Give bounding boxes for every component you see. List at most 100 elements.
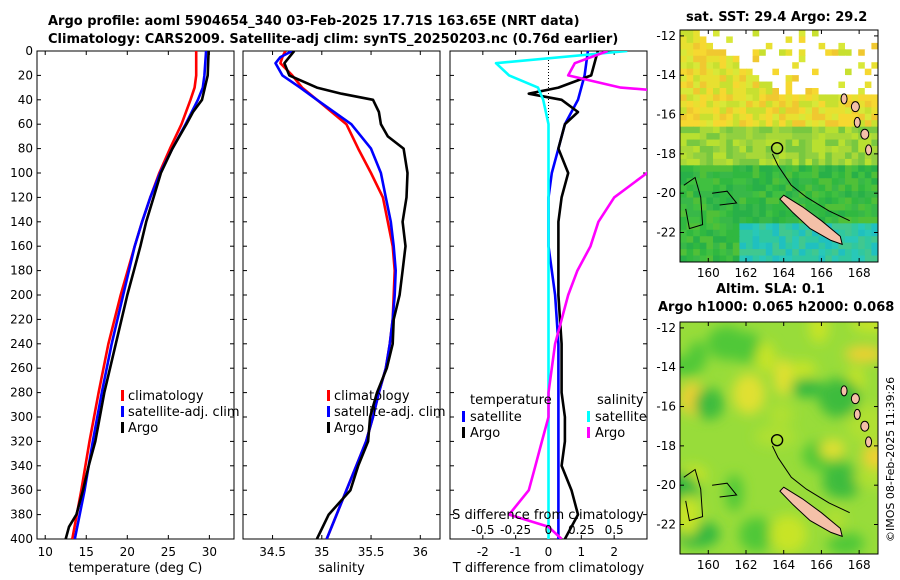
sst-cell — [798, 171, 806, 179]
sst-cell — [719, 223, 727, 231]
sst-cell — [818, 94, 826, 102]
sst-cell — [699, 42, 707, 50]
sst-cell — [713, 68, 721, 76]
sst-cell — [726, 88, 734, 96]
sst-cell — [765, 223, 773, 231]
sst-cell — [726, 249, 734, 257]
sst-cell — [680, 197, 688, 205]
sst-cell — [818, 210, 826, 218]
s-tick-label: 0.25 — [568, 523, 595, 537]
sst-cell — [713, 36, 721, 44]
sst-cell — [752, 42, 760, 50]
sst-cell — [838, 100, 846, 108]
sst-cell — [680, 133, 688, 141]
sst-cell — [871, 204, 878, 212]
sst-cell — [719, 75, 727, 83]
sst-cell — [805, 94, 813, 102]
sst-cell — [858, 223, 866, 231]
x-tick-label: 15 — [79, 545, 94, 559]
sst-cell — [752, 197, 760, 205]
sst-cell — [752, 113, 760, 121]
sla-map-title: Altim. SLA: 0.1 — [716, 282, 825, 297]
sst-cell — [812, 81, 820, 89]
series-group — [64, 51, 210, 539]
sst-cell — [726, 30, 734, 38]
series-line — [507, 51, 647, 539]
sst-cell — [739, 158, 747, 166]
sst-cell — [680, 62, 688, 70]
sst-cell — [759, 55, 767, 63]
sst-cell — [825, 242, 833, 250]
sst-cell — [719, 158, 727, 166]
sst-cell — [713, 113, 721, 121]
sst-cell — [699, 249, 707, 257]
sst-cell — [825, 249, 833, 257]
sst-cell — [746, 30, 754, 38]
sst-cell — [752, 229, 760, 237]
sst-cell — [825, 107, 833, 115]
sst-cell — [864, 126, 872, 134]
sst-cell — [739, 49, 747, 57]
sst-cell — [779, 165, 787, 173]
sst-cell — [851, 126, 859, 134]
sst-cell — [680, 113, 688, 121]
sst-cell — [812, 255, 820, 262]
sst-cell — [765, 249, 773, 257]
sst-cell — [680, 120, 688, 128]
sst-cell — [739, 152, 747, 160]
sst-cell — [772, 94, 780, 102]
sst-cell — [699, 75, 707, 83]
sst-cell — [871, 171, 878, 179]
sst-cell — [851, 236, 859, 244]
sst-cell — [680, 68, 688, 76]
sst-cell — [699, 107, 707, 115]
sst-cell — [732, 229, 740, 237]
sst-cell — [765, 133, 773, 141]
sst-cell — [871, 191, 878, 199]
sst-cell — [792, 229, 800, 237]
sst-cell — [726, 216, 734, 224]
sst-cell — [726, 229, 734, 237]
sst-cell — [680, 223, 688, 231]
sst-cell — [693, 75, 701, 83]
sst-cell — [765, 158, 773, 166]
sst-cell — [838, 158, 846, 166]
sst-cell — [686, 139, 694, 147]
legend-swatch — [462, 411, 465, 422]
sst-cell — [686, 171, 694, 179]
sst-cell — [805, 158, 813, 166]
sst-cell — [851, 223, 859, 231]
sst-cell — [818, 242, 826, 250]
sst-cell — [858, 107, 866, 115]
sst-cell — [858, 36, 866, 44]
sst-cell — [752, 165, 760, 173]
sst-cell — [693, 120, 701, 128]
sst-cell — [732, 158, 740, 166]
sst-cell — [792, 216, 800, 224]
sst-cell — [779, 42, 787, 50]
sst-cell — [818, 191, 826, 199]
sst-cell — [864, 139, 872, 147]
sst-cell — [864, 210, 872, 218]
sst-cell — [699, 204, 707, 212]
map-x-tick-label: 164 — [772, 558, 795, 572]
sst-cell — [706, 133, 714, 141]
depth-tick-label: 60 — [18, 117, 33, 131]
sst-cell — [680, 229, 688, 237]
sst-cell — [805, 36, 813, 44]
sst-cell — [686, 216, 694, 224]
sst-cell — [845, 210, 853, 218]
sst-cell — [858, 94, 866, 102]
sst-cell — [706, 42, 714, 50]
x-tick-label: 10 — [38, 545, 53, 559]
sst-cell — [732, 242, 740, 250]
sst-cell — [699, 223, 707, 231]
sst-cell — [792, 133, 800, 141]
sst-cell — [739, 126, 747, 134]
sst-cell — [798, 42, 806, 50]
sst-cell — [851, 216, 859, 224]
sst-cell — [812, 249, 820, 257]
sst-cell — [798, 81, 806, 89]
sst-cell — [765, 30, 773, 38]
sst-cell — [798, 100, 806, 108]
